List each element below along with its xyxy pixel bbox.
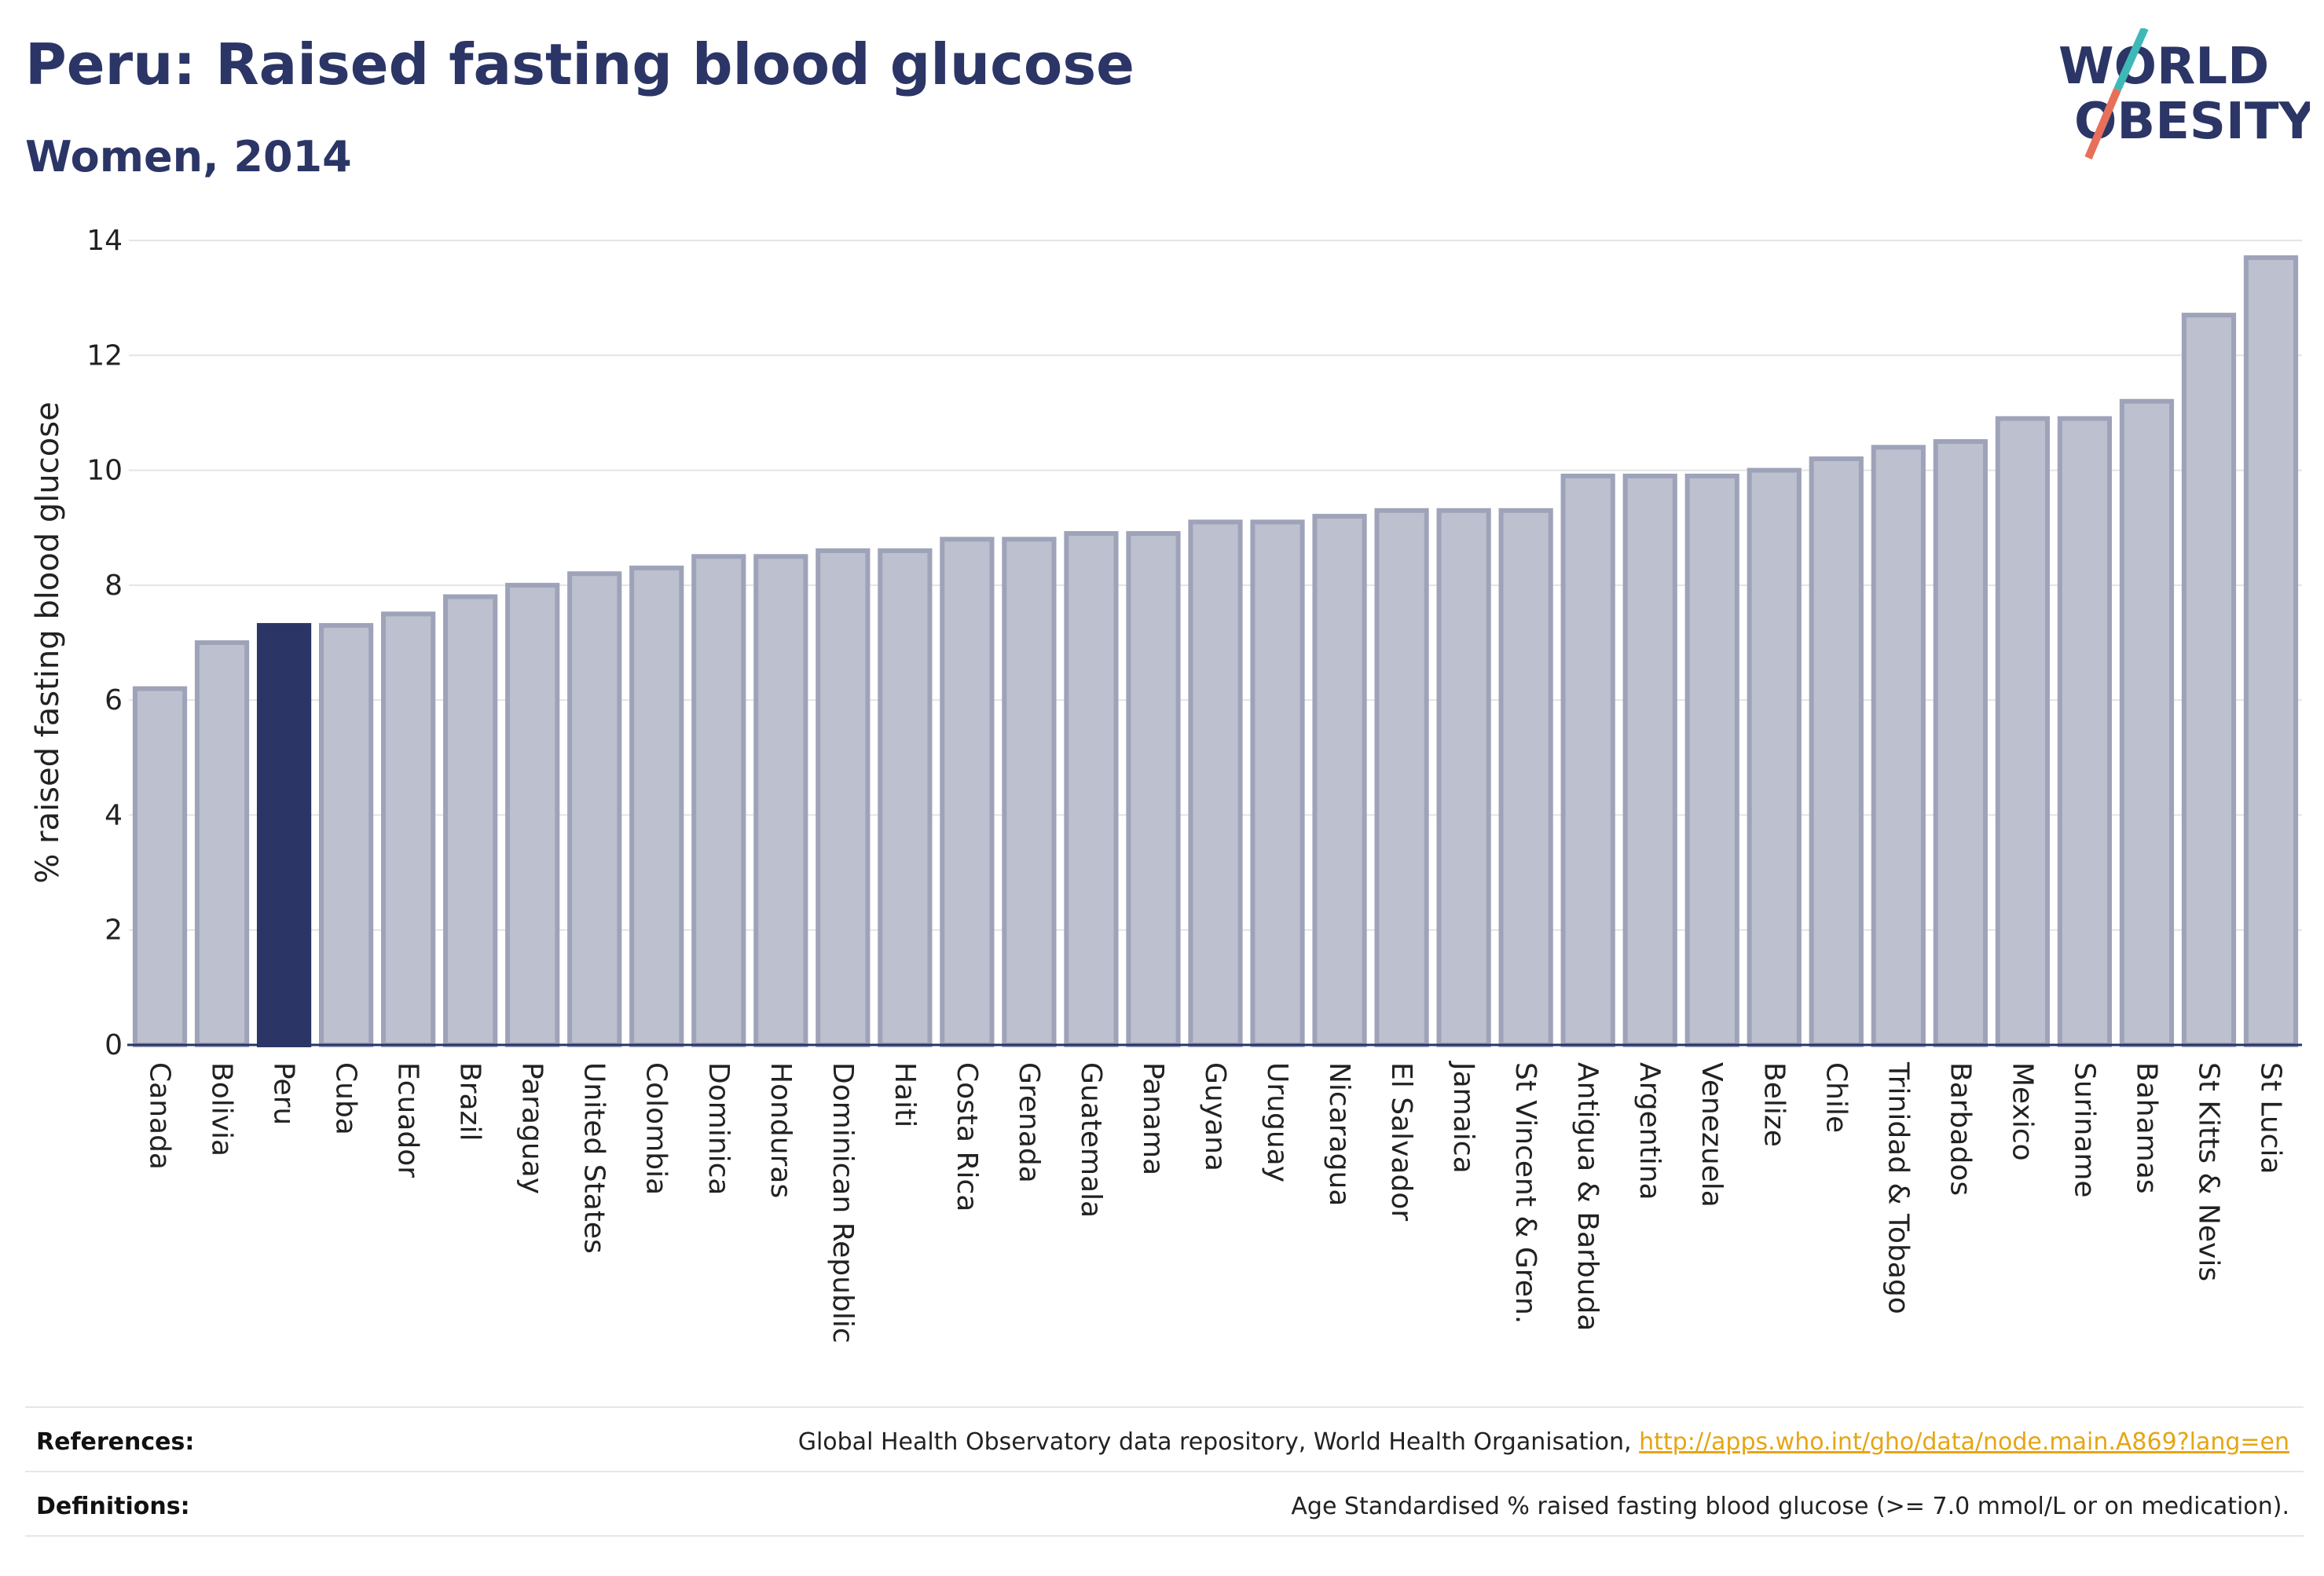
bar [1871,445,1926,1047]
bar [1684,473,1739,1047]
y-tick-label: 8 [104,570,123,602]
y-tick-label: 4 [104,799,123,831]
bar [443,594,498,1047]
bar [1250,519,1305,1047]
x-tick-label: Canada [144,1062,176,1170]
logo-slash-bottom [2084,88,2121,159]
bar [1188,519,1243,1047]
x-tick-label: Costa Rica [951,1062,983,1211]
x-tick-label: Ecuador [392,1062,424,1178]
x-tick-label: Jamaica [1447,1061,1479,1174]
bar [1995,416,2050,1047]
bar [1498,508,1553,1047]
x-tick-label: United States [578,1062,610,1254]
x-tick-label: Suriname [2068,1062,2100,1198]
x-tick-label: El Salvador [1385,1062,1417,1221]
x-tick-label: Belize [1758,1062,1790,1147]
y-tick-label: 10 [86,455,123,487]
bar [878,548,933,1047]
x-tick-label: St Lucia [2254,1062,2286,1175]
bar [2119,398,2175,1047]
x-tick-label: Cuba [330,1062,362,1135]
bar [2243,255,2299,1047]
x-tick-label: Venezuela [1695,1062,1728,1208]
y-tick-label: 0 [104,1029,123,1061]
x-tick-label: Paraguay [516,1062,548,1194]
x-tick-label: Trinidad & Tobago [1882,1061,1914,1314]
y-tick-label: 12 [86,339,123,372]
bar [256,623,312,1047]
y-axis-label: % raised fasting blood glucose [30,401,66,883]
x-tick-label: Guatemala [1075,1062,1107,1218]
x-tick-label: Nicaragua [1323,1062,1355,1206]
bar [381,611,436,1047]
definitions-text: Age Standardised % raised fasting blood … [1291,1493,2289,1520]
x-tick-label: Dominican Republic [827,1062,859,1343]
footer-divider-bottom [25,1535,2304,1537]
bar [1747,467,1802,1047]
references-source: Global Health Observatory data repositor… [797,1428,1632,1456]
logo-slash-top [2113,28,2149,92]
bar [567,571,622,1047]
x-tick-label: Argentina [1633,1062,1666,1200]
bar [629,565,684,1047]
bar [1560,473,1615,1047]
x-tick-label: Mexico [2006,1062,2038,1161]
footer-divider-top [25,1406,2304,1408]
page-subtitle: Women, 2014 [25,132,352,181]
bar [1126,531,1181,1047]
x-tick-label: Brazil [454,1062,486,1141]
bar [318,623,374,1047]
bar-chart: 0 2 4 6 8 10 12 14 Canada Bolivia Peru Cuba Ecuador B… [30,225,2302,1343]
x-tick-label: Chile [1820,1062,1852,1133]
x-tick-label: St Kitts & Nevis [2192,1062,2224,1281]
bar [1064,531,1119,1047]
bar [505,582,560,1047]
bar [940,537,995,1047]
world-obesity-logo: WORLD OBESITY [2058,28,2310,159]
bar [1002,537,1057,1047]
footer-divider-middle [25,1471,2304,1472]
bar [2057,416,2113,1047]
y-tick-label: 14 [86,225,123,257]
bar [194,640,250,1047]
definitions-label: Definitions: [36,1493,190,1520]
bar [132,686,188,1047]
x-tick-label: Grenada [1013,1062,1045,1183]
bar [753,554,808,1047]
bar [1374,508,1429,1047]
references-link[interactable]: http://apps.who.int/gho/data/node.main.A… [1639,1428,2289,1456]
x-tick-label: Uruguay [1261,1062,1293,1182]
x-tick-label: Bolivia [206,1062,238,1156]
x-tick-label: Haiti [889,1062,921,1127]
x-tick-label: Bahamas [2130,1062,2162,1194]
x-tick-label: Colombia [640,1062,673,1195]
x-tick-label: Dominica [702,1062,735,1196]
bar [1312,514,1367,1047]
bar [1809,456,1864,1047]
page-title: Peru: Raised fasting blood glucose [25,31,1135,97]
x-tick-label: Honduras [764,1062,797,1198]
y-tick-label: 6 [104,684,123,717]
x-tick-label: Guyana [1199,1062,1231,1171]
x-tick-label: St Vincent & Gren. [1509,1062,1541,1324]
bar [691,554,746,1047]
x-tick-label: Barbados [1944,1062,1976,1196]
y-tick-label: 2 [104,914,123,947]
x-tick-label: Peru [268,1062,300,1125]
references-label: References: [36,1428,195,1456]
x-tick-label: Panama [1137,1062,1169,1175]
x-tick-label: Antigua & Barbuda [1571,1062,1604,1331]
bar [1622,473,1677,1047]
bar [1436,508,1491,1047]
bar [2181,313,2237,1048]
bar [816,548,871,1047]
references-text: Global Health Observatory data repositor… [798,1428,2289,1456]
bar [1933,439,1988,1047]
logo-line1: WORLD [2058,38,2269,96]
